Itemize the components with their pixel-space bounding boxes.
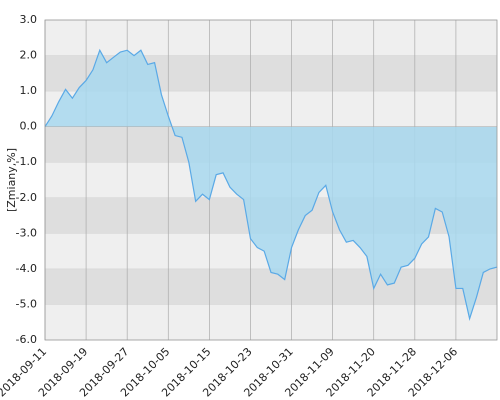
line xyxy=(44,48,498,321)
plot-frame xyxy=(44,19,498,341)
grid-band xyxy=(45,20,497,56)
y-tick-label: -2.0 xyxy=(16,191,37,204)
y-tick-label: -1.0 xyxy=(16,155,37,168)
y-tick-label: 2.0 xyxy=(20,49,38,62)
grid-band xyxy=(45,304,497,340)
y-tick-label: -4.0 xyxy=(16,262,37,275)
area xyxy=(45,50,497,319)
y-tick-label: 0.0 xyxy=(20,120,38,133)
y-axis-label: [Zmiany,%] xyxy=(5,148,18,212)
y-tick-label: -6.0 xyxy=(16,333,37,346)
y-tick-label: -3.0 xyxy=(16,226,37,239)
grid-band xyxy=(45,268,497,305)
y-tick-label: 3.0 xyxy=(20,13,38,26)
y-tick-label: 1.0 xyxy=(20,84,38,97)
y-tick-label: -5.0 xyxy=(16,297,37,310)
